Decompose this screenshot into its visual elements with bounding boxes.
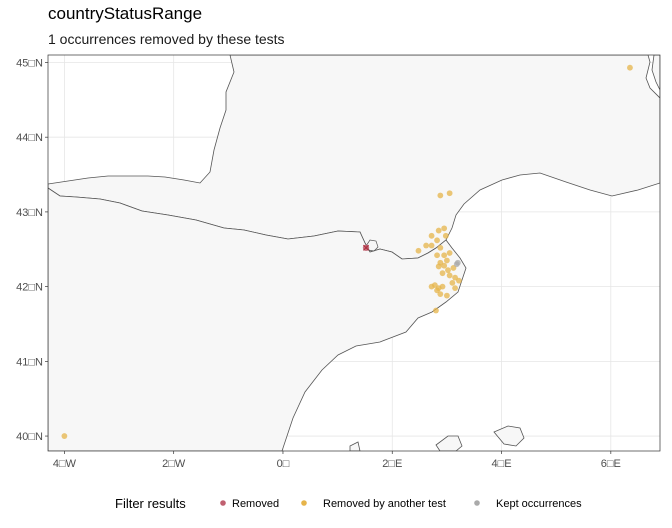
point-removed-by-another [443,292,450,299]
y-tick-label: 40□N [16,431,43,443]
point-removed-by-another [441,225,448,232]
menorca-land [493,425,525,447]
x-tick-label: 6□E [601,458,621,470]
point-removed-by-another [428,242,435,249]
point-removed-by-another [439,270,446,277]
legend-item-removed: Removed [220,498,279,510]
point-removed-by-another [441,252,448,259]
y-tick-label: 43□N [16,207,43,219]
legend-key-removed [220,500,226,506]
point-removed-by-another [446,250,453,256]
plot-title: countryStatusRange [48,4,203,23]
y-tick-label: 45□N [16,57,43,69]
legend-title: Filter results [115,496,186,511]
point-removed-by-another [446,272,453,279]
point-removed-by-another [442,232,449,239]
landmass [48,55,660,451]
legend-label-removed-by-another: Removed by another test [323,498,446,510]
panel-border [47,54,661,452]
mallorca-land [435,435,463,451]
x-tick-label: 4□W [53,458,77,470]
point-removed-by-another [435,227,442,234]
point-removed-by-another [443,257,450,264]
point-removed-by-another [441,262,448,269]
point-removed-by-another [434,252,440,259]
point-removed-by-another [435,263,442,270]
legend-label-kept: Kept occurrences [496,498,582,510]
x-tick-label: 2□E [382,458,402,470]
point-removed-by-another [446,190,453,197]
axis-ticks: 4□W 2□W 0□ 2□E 4□E 6□E 45□N 44□N 43□N 42□N 41□N 40□… [16,57,621,470]
point-removed-by-another [437,291,444,297]
point-removed-by-another [434,287,440,294]
islet-land [349,441,361,451]
x-tick-label: 4□E [491,458,511,470]
corsica-land [651,55,660,91]
x-tick-label: 0□ [277,458,290,470]
point-removed-by-another [428,232,435,239]
legend-item-removed-by-another: Removed by another test [301,498,446,510]
point-removed-by-another [437,244,444,251]
point-removed-by-another [452,285,458,292]
point-removed-by-another [415,247,422,254]
y-tick-label: 44□N [16,132,43,144]
point-removed-by-another [449,279,456,286]
legend-key-removed-by-another [301,500,307,506]
point-removed-by-another [434,237,440,244]
point-removed-by-another [61,433,68,439]
plot-subtitle: 1 occurrences removed by these tests [48,31,285,47]
point-removed-by-another [445,267,451,274]
spain-land [48,187,467,451]
y-tick-label: 41□N [16,356,43,368]
point-kept [453,261,460,268]
point-removed-cross [362,244,370,251]
occurrence-points [61,64,633,439]
point-removed-by-another [423,242,430,249]
legend-label-removed: Removed [232,498,279,510]
point-removed-by-another [456,277,462,284]
point-removed-by-another [437,192,444,199]
point-removed-by-another [439,283,446,290]
point-removed-by-another [450,265,457,271]
point-removed-by-another [428,283,435,290]
point-removed-by-another [433,307,439,314]
point-removed-by-another [627,64,633,71]
y-tick-label: 42□N [16,282,43,294]
legend: Filter results Removed Removed by anothe… [115,496,582,511]
legend-item-kept: Kept occurrences [474,498,582,510]
legend-key-kept [474,500,480,506]
x-tick-label: 2□W [162,458,186,470]
